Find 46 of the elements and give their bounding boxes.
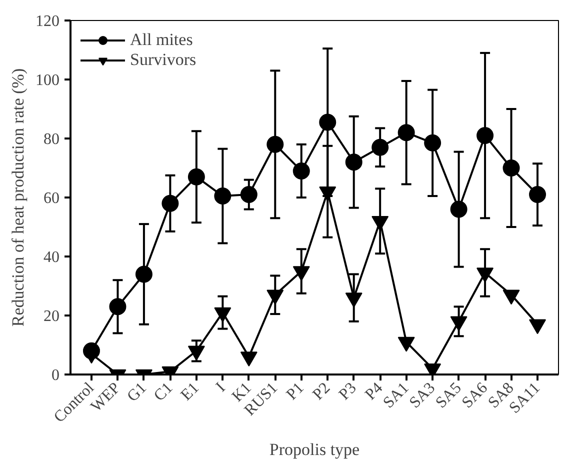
point (292, 162, 310, 180)
point (266, 290, 284, 305)
point (476, 127, 494, 144)
legend-label: Survivors (130, 50, 196, 70)
point (372, 138, 389, 156)
point (162, 194, 179, 212)
point (214, 188, 232, 205)
point (240, 352, 258, 367)
y-tick-label: 80 (44, 131, 60, 148)
y-tick-label: 120 (36, 13, 60, 30)
x-tick-label: P1 (283, 379, 308, 404)
point (450, 200, 468, 218)
point (214, 307, 232, 322)
x-tick-label: G1 (124, 379, 150, 406)
x-tick-label: I (212, 379, 229, 396)
point (266, 136, 284, 153)
point (529, 186, 546, 204)
legend-label: All mites (130, 30, 193, 50)
point (82, 348, 100, 364)
x-tick-label: P3 (336, 379, 360, 404)
point (502, 160, 520, 176)
x-tick-label: C1 (150, 379, 176, 405)
point (398, 124, 415, 142)
point (372, 216, 389, 231)
point (188, 168, 205, 186)
point (319, 114, 336, 131)
point (476, 268, 494, 282)
point (398, 336, 415, 352)
y-tick-label: 20 (44, 308, 60, 325)
point (292, 266, 310, 281)
y-axis-title: Reduction of heat production rate (%) (8, 68, 28, 327)
y-tick-label: 0 (52, 367, 60, 384)
y-tick-label: 60 (44, 190, 60, 207)
point (502, 290, 520, 305)
point (240, 186, 258, 204)
point (424, 134, 442, 152)
point (345, 154, 362, 171)
x-tick-label: E1 (178, 379, 202, 404)
y-tick-label: 100 (36, 72, 60, 89)
point (345, 292, 362, 308)
point (450, 316, 468, 332)
x-tick-label: P2 (310, 379, 334, 404)
point (188, 346, 205, 361)
y-tick-label: 40 (44, 249, 60, 266)
x-axis-title: Propolis type (269, 440, 360, 460)
point (529, 319, 546, 334)
